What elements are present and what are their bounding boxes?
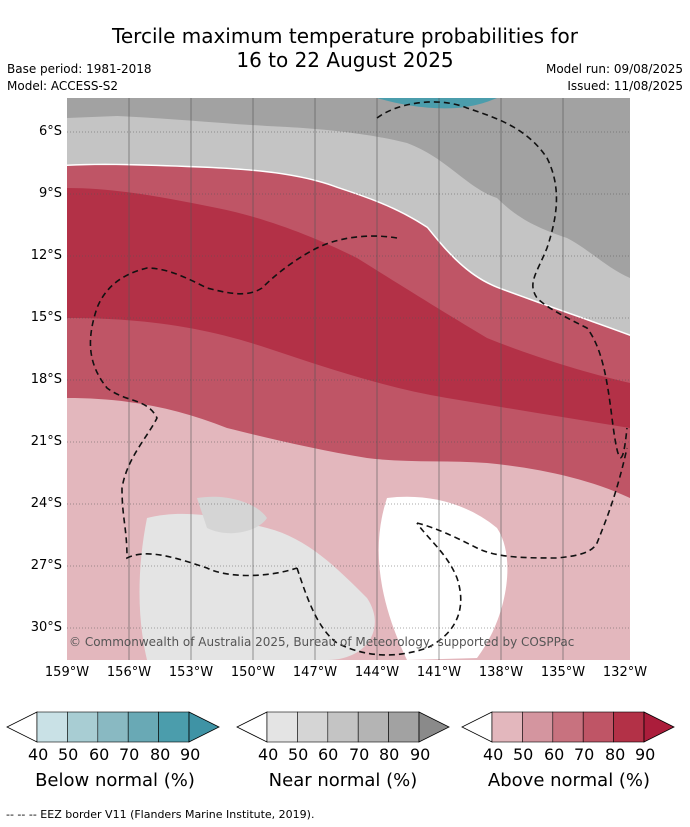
colorbar-near-label: 60	[318, 745, 339, 764]
colorbar-near-label: 40	[258, 745, 279, 764]
lon-tick: 135°W	[540, 665, 586, 680]
colorbar-segment	[127, 711, 159, 743]
colorbar-near-label: 50	[288, 745, 309, 764]
colorbar-above-label: 90	[635, 745, 656, 764]
map-title-line1: Tercile maximum temperature probabilitie…	[112, 24, 578, 48]
colorbar-right-arrow	[418, 711, 450, 743]
lat-tick: 27°S	[30, 558, 62, 573]
colorbar-segment	[67, 711, 99, 743]
colorbar-right-arrow	[643, 711, 675, 743]
colorbar-above-label: 60	[544, 745, 565, 764]
colorbar-near-title: Near normal (%)	[268, 770, 418, 791]
colorbar-segment	[388, 711, 420, 743]
colorbar-near-label: 80	[379, 745, 400, 764]
lat-tick: 30°S	[30, 620, 62, 635]
colorbar-right-arrow	[188, 711, 220, 743]
colorbar-below-label: 70	[119, 745, 140, 764]
model-label: Model: ACCESS-S2	[7, 79, 119, 93]
lon-tick: 147°W	[292, 665, 338, 680]
colorbar-segment	[327, 711, 359, 743]
colorbars	[6, 711, 675, 743]
map-canvas: © Commonwealth of Australia 2025, Bureau…	[66, 98, 631, 660]
colorbar-segment	[266, 711, 298, 743]
lon-tick: 132°W	[602, 665, 648, 680]
copyright-text: © Commonwealth of Australia 2025, Bureau…	[69, 635, 574, 649]
no-signal-region	[378, 496, 508, 660]
lat-tick: 18°S	[30, 372, 62, 387]
colorbar-near	[236, 711, 450, 743]
colorbar-below-label: 60	[89, 745, 110, 764]
below-normal-region	[377, 98, 497, 109]
probability-map: © Commonwealth of Australia 2025, Bureau…	[66, 98, 631, 660]
base-period-label: Base period: 1981-2018	[7, 62, 152, 76]
colorbar-left-arrow	[6, 711, 38, 743]
colorbar-above-label: 80	[605, 745, 626, 764]
lon-tick: 144°W	[354, 665, 400, 680]
colorbar-below-label: 80	[150, 745, 171, 764]
colorbar-segment	[36, 711, 68, 743]
map-title-line2: 16 to 22 August 2025	[236, 48, 454, 72]
colorbar-segment	[97, 711, 129, 743]
colorbar-segment	[552, 711, 584, 743]
colorbar-left-arrow	[236, 711, 268, 743]
lon-tick: 138°W	[478, 665, 524, 680]
near-normal-lower-region	[139, 513, 375, 660]
lat-tick: 6°S	[38, 124, 62, 139]
lat-tick: 21°S	[30, 434, 62, 449]
lat-tick: 9°S	[38, 186, 62, 201]
lon-tick: 141°W	[416, 665, 462, 680]
colorbar-segment	[613, 711, 645, 743]
near-normal-high-region	[67, 98, 630, 278]
colorbar-above	[461, 711, 675, 743]
lat-tick: 24°S	[30, 496, 62, 511]
colorbar-segment	[297, 711, 329, 743]
colorbar-segment	[582, 711, 614, 743]
model-run-label: Model run: 09/08/2025	[545, 62, 683, 76]
colorbar-segment	[491, 711, 523, 743]
colorbar-above-label: 40	[483, 745, 504, 764]
colorbar-below-label: 40	[28, 745, 49, 764]
colorbar-below-title: Below normal (%)	[35, 770, 195, 791]
lat-tick: 12°S	[30, 248, 62, 263]
colorbar-segment	[158, 711, 190, 743]
colorbar-segment	[357, 711, 389, 743]
colorbar-near-label: 90	[410, 745, 431, 764]
colorbar-segment	[522, 711, 554, 743]
eez-border	[89, 101, 628, 656]
colorbar-above-title: Above normal (%)	[487, 770, 651, 791]
lon-tick: 150°W	[230, 665, 276, 680]
lon-tick: 159°W	[44, 665, 90, 680]
eez-legend: -- -- -- EEZ border V11 (Flanders Marine…	[6, 808, 315, 821]
colorbar-below-label: 90	[180, 745, 201, 764]
colorbar-below-label: 50	[58, 745, 79, 764]
above-normal-high-region	[67, 188, 630, 428]
meridians	[128, 98, 564, 660]
graticule	[67, 131, 630, 629]
colorbar-above-label: 70	[574, 745, 595, 764]
colorbar-left-arrow	[461, 711, 493, 743]
issued-label: Issued: 11/08/2025	[567, 79, 683, 93]
lat-tick: 15°S	[30, 310, 62, 325]
lon-tick: 156°W	[106, 665, 152, 680]
near-normal-patch	[197, 496, 267, 534]
colorbar-near-label: 70	[349, 745, 370, 764]
colorbar-above-label: 50	[513, 745, 534, 764]
colorbar-below	[6, 711, 220, 743]
lon-tick: 153°W	[168, 665, 214, 680]
